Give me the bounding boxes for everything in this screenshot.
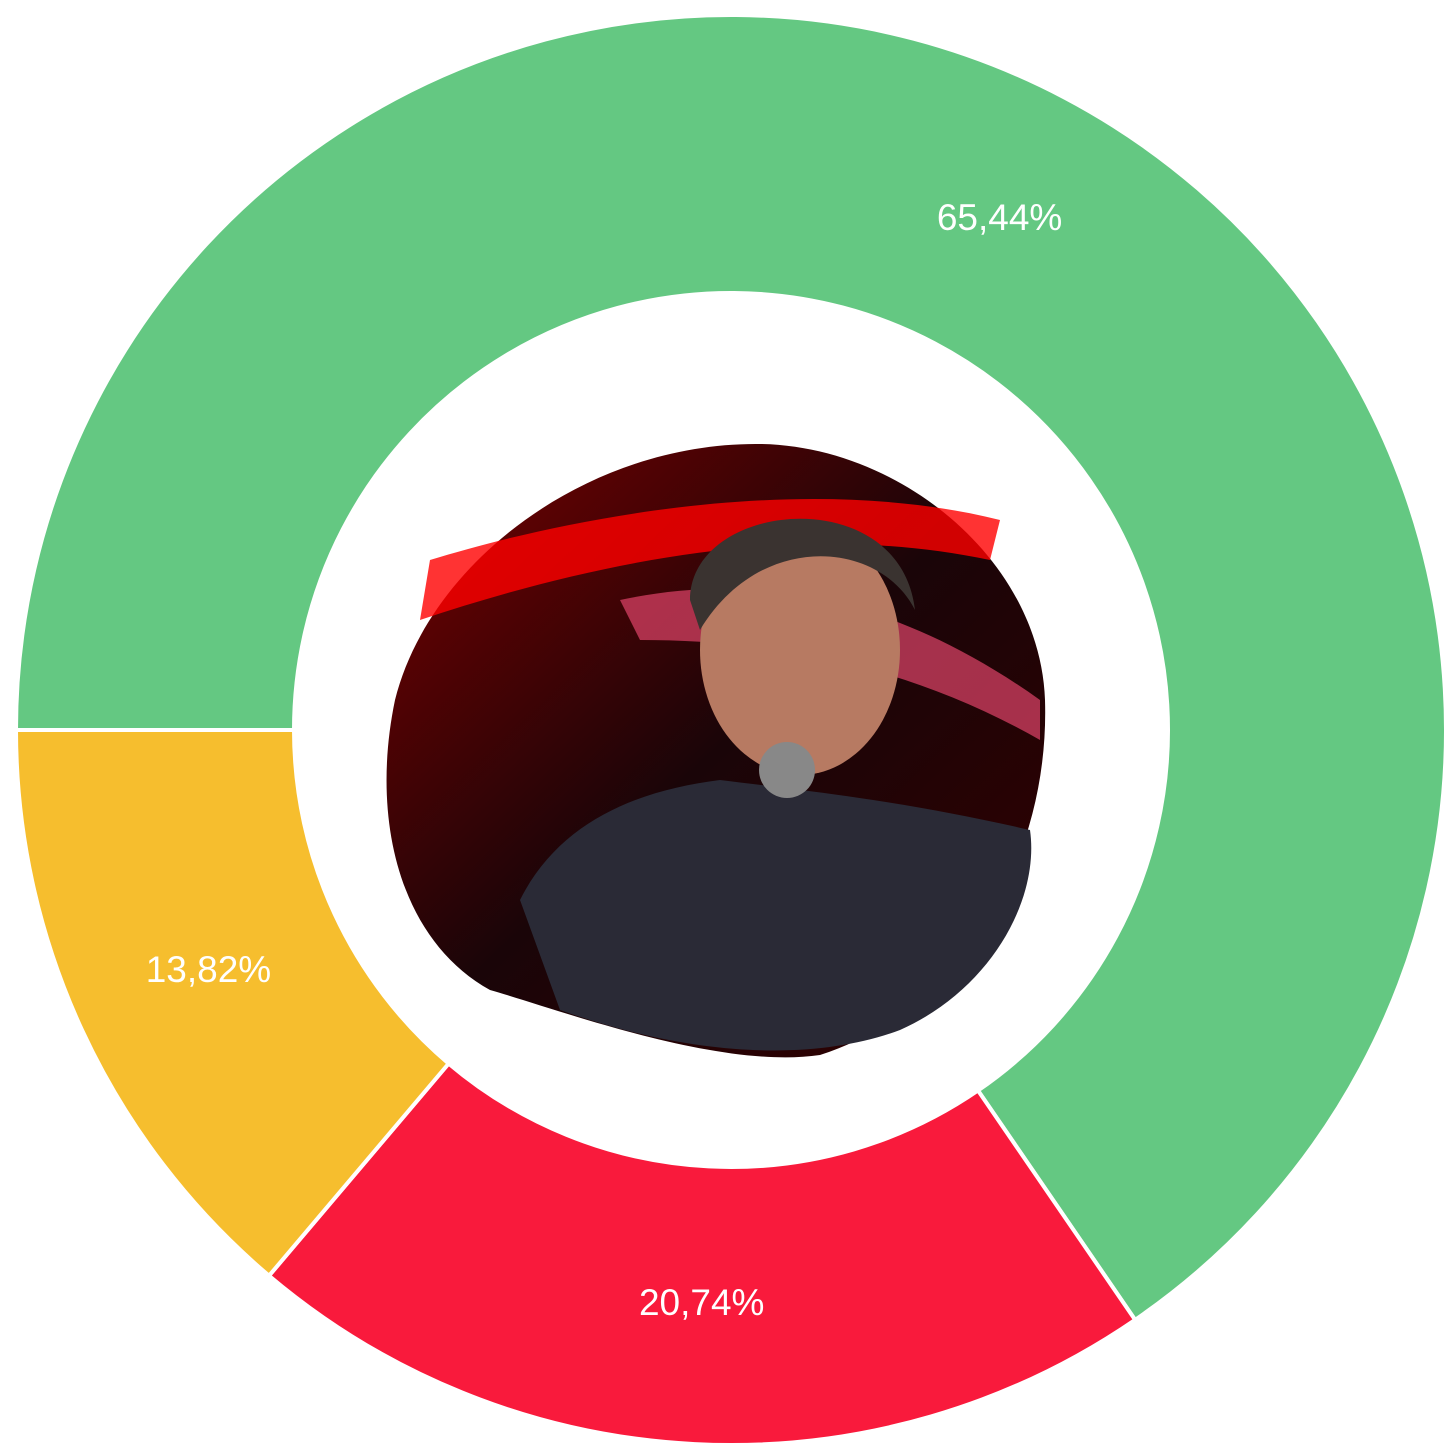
data-label: 20,74% (639, 1282, 765, 1323)
photo-hair (690, 518, 915, 630)
data-label: 65,44% (937, 197, 1063, 238)
center-photo (386, 443, 1046, 1058)
photo-face (700, 525, 900, 775)
data-label: 13,82% (146, 949, 272, 990)
donut-segment (13, 728, 452, 1279)
photo-jacket (520, 780, 1032, 1051)
donut-segment (13, 13, 1445, 1323)
photo-stripe (420, 499, 1000, 620)
photo-microphone (759, 742, 815, 798)
donut-segment (266, 1060, 1138, 1447)
